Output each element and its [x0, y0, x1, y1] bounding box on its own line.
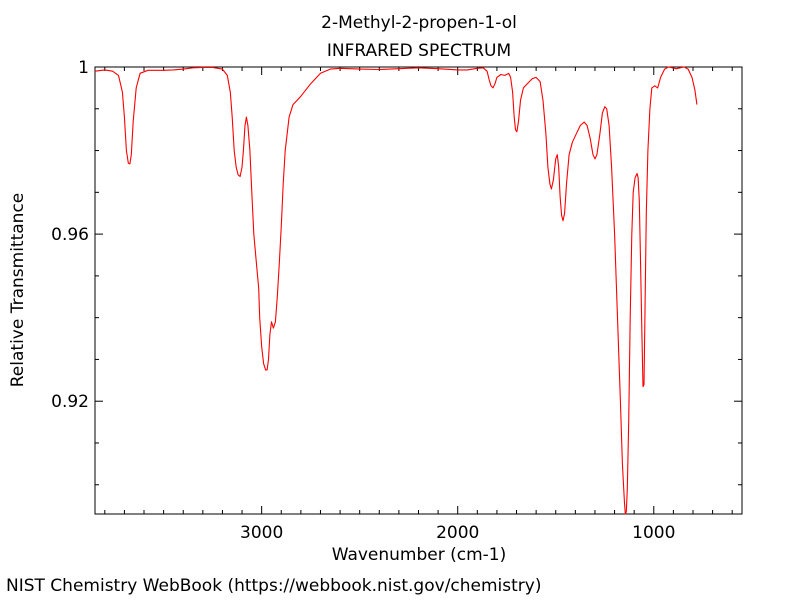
source-credit: NIST Chemistry WebBook (https://webbook.… — [6, 576, 542, 596]
y-axis-ticks: 1 0.96 0.92 — [51, 58, 742, 486]
y-tick-label: 1 — [78, 58, 89, 78]
y-axis-label: Relative Transmittance — [8, 193, 28, 388]
chart-subtitle: INFRARED SPECTRUM — [327, 41, 511, 61]
chart-title: 2-Methyl-2-propen-1-ol — [321, 13, 517, 33]
x-tick-label: 3000 — [240, 523, 283, 543]
y-tick-label: 0.92 — [51, 392, 89, 412]
x-axis-ticks: 3000 2000 1000 — [104, 67, 733, 543]
y-tick-label: 0.96 — [51, 225, 89, 245]
x-tick-label: 2000 — [436, 523, 479, 543]
x-axis-label: Wavenumber (cm-1) — [332, 545, 507, 565]
spectrum-line — [94, 66, 698, 515]
x-tick-label: 1000 — [632, 523, 675, 543]
